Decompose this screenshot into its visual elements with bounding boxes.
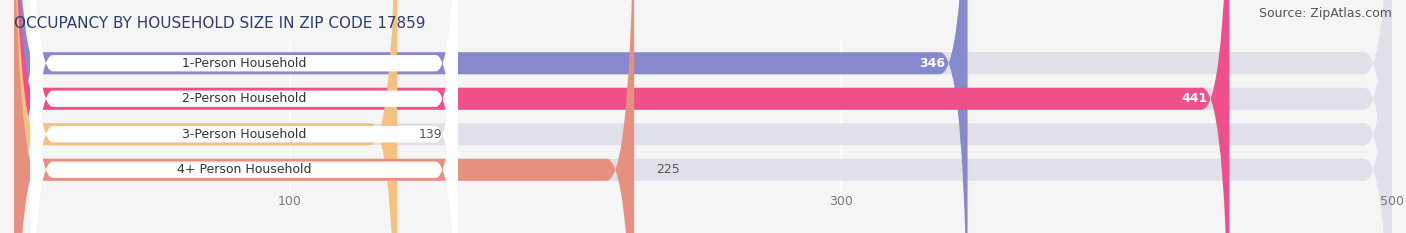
FancyBboxPatch shape	[14, 0, 1392, 233]
Text: OCCUPANCY BY HOUSEHOLD SIZE IN ZIP CODE 17859: OCCUPANCY BY HOUSEHOLD SIZE IN ZIP CODE …	[14, 16, 426, 31]
FancyBboxPatch shape	[31, 0, 458, 233]
Text: Source: ZipAtlas.com: Source: ZipAtlas.com	[1258, 7, 1392, 20]
FancyBboxPatch shape	[14, 0, 396, 233]
FancyBboxPatch shape	[14, 0, 967, 233]
FancyBboxPatch shape	[14, 0, 1392, 233]
Text: 1-Person Household: 1-Person Household	[181, 57, 307, 70]
Text: 2-Person Household: 2-Person Household	[181, 92, 307, 105]
Text: 225: 225	[657, 163, 681, 176]
Text: 441: 441	[1181, 92, 1208, 105]
FancyBboxPatch shape	[14, 0, 1229, 233]
Text: 139: 139	[419, 128, 443, 141]
Text: 346: 346	[920, 57, 945, 70]
FancyBboxPatch shape	[14, 0, 1392, 233]
FancyBboxPatch shape	[31, 0, 458, 233]
FancyBboxPatch shape	[31, 0, 458, 233]
FancyBboxPatch shape	[14, 0, 1392, 233]
FancyBboxPatch shape	[31, 0, 458, 233]
Text: 3-Person Household: 3-Person Household	[181, 128, 307, 141]
FancyBboxPatch shape	[14, 0, 634, 233]
Text: 4+ Person Household: 4+ Person Household	[177, 163, 311, 176]
